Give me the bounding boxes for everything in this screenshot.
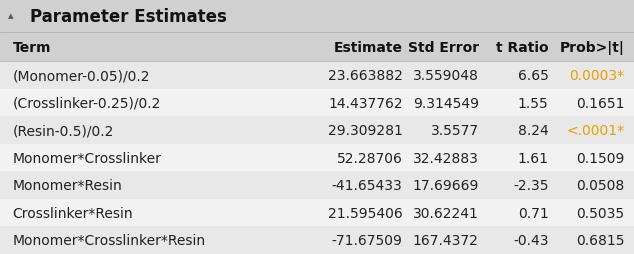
Text: Monomer*Resin: Monomer*Resin <box>13 179 122 193</box>
Text: 3.5577: 3.5577 <box>430 124 479 138</box>
Text: (Crosslinker-0.25)/0.2: (Crosslinker-0.25)/0.2 <box>13 96 161 110</box>
Text: 14.437762: 14.437762 <box>328 96 403 110</box>
Text: (Monomer-0.05)/0.2: (Monomer-0.05)/0.2 <box>13 69 150 83</box>
Text: 30.62241: 30.62241 <box>413 206 479 220</box>
Text: 6.65: 6.65 <box>517 69 548 83</box>
Text: 8.24: 8.24 <box>517 124 548 138</box>
Text: 0.6815: 0.6815 <box>576 233 624 247</box>
Text: 0.1509: 0.1509 <box>576 151 624 165</box>
Text: 32.42883: 32.42883 <box>413 151 479 165</box>
Text: Std Error: Std Error <box>408 41 479 55</box>
Text: 1.55: 1.55 <box>517 96 548 110</box>
Text: 29.309281: 29.309281 <box>328 124 403 138</box>
Text: 17.69669: 17.69669 <box>412 179 479 193</box>
Text: -0.43: -0.43 <box>513 233 548 247</box>
Text: <.0001*: <.0001* <box>566 124 624 138</box>
Text: Prob>|t|: Prob>|t| <box>560 41 624 55</box>
FancyBboxPatch shape <box>0 172 634 199</box>
FancyBboxPatch shape <box>0 90 634 117</box>
Text: Monomer*Crosslinker: Monomer*Crosslinker <box>13 151 162 165</box>
Text: -2.35: -2.35 <box>513 179 548 193</box>
Text: Term: Term <box>13 41 51 55</box>
Text: 52.28706: 52.28706 <box>337 151 403 165</box>
Text: 1.61: 1.61 <box>517 151 548 165</box>
Text: 23.663882: 23.663882 <box>328 69 403 83</box>
Text: -71.67509: -71.67509 <box>332 233 403 247</box>
Text: 0.71: 0.71 <box>517 206 548 220</box>
Text: 3.559048: 3.559048 <box>413 69 479 83</box>
Text: Monomer*Crosslinker*Resin: Monomer*Crosslinker*Resin <box>13 233 206 247</box>
Text: Estimate: Estimate <box>333 41 403 55</box>
Text: t Ratio: t Ratio <box>496 41 548 55</box>
FancyBboxPatch shape <box>0 145 634 172</box>
Text: -41.65433: -41.65433 <box>332 179 403 193</box>
FancyBboxPatch shape <box>0 117 634 145</box>
Text: ▴: ▴ <box>8 11 13 22</box>
FancyBboxPatch shape <box>0 62 634 90</box>
FancyBboxPatch shape <box>0 0 634 33</box>
Text: 21.595406: 21.595406 <box>328 206 403 220</box>
Text: 167.4372: 167.4372 <box>413 233 479 247</box>
Text: Crosslinker*Resin: Crosslinker*Resin <box>13 206 133 220</box>
Text: (Resin-0.5)/0.2: (Resin-0.5)/0.2 <box>13 124 114 138</box>
Text: 9.314549: 9.314549 <box>413 96 479 110</box>
Text: 0.0508: 0.0508 <box>576 179 624 193</box>
FancyBboxPatch shape <box>0 227 634 254</box>
FancyBboxPatch shape <box>0 33 634 62</box>
Text: 0.1651: 0.1651 <box>576 96 624 110</box>
Text: 0.0003*: 0.0003* <box>569 69 624 83</box>
Text: Parameter Estimates: Parameter Estimates <box>30 8 228 25</box>
FancyBboxPatch shape <box>0 199 634 227</box>
Text: 0.5035: 0.5035 <box>576 206 624 220</box>
